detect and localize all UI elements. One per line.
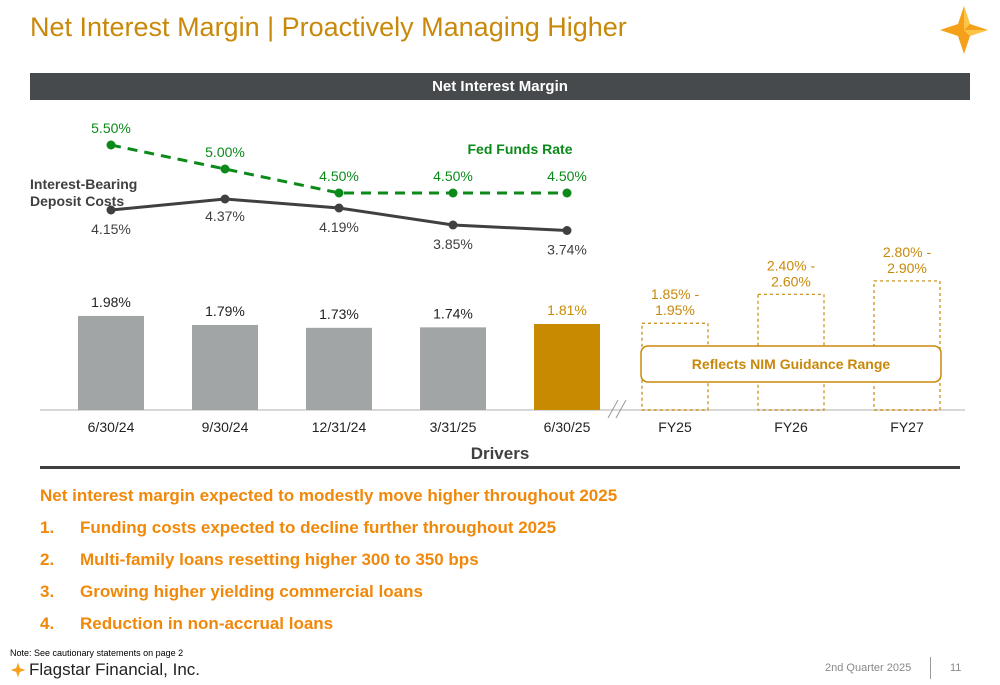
x-tick-label: 6/30/24: [88, 419, 135, 435]
deposit-costs-label: 4.37%: [205, 208, 245, 224]
bar-value-label: 1.98%: [91, 294, 131, 310]
driver-item: 1. Funding costs expected to decline furt…: [40, 518, 556, 538]
x-tick-label: 12/31/24: [312, 419, 367, 435]
driver-text: Multi-family loans resetting higher 300 …: [80, 550, 479, 569]
drivers-headline: Net interest margin expected to modestly…: [40, 486, 618, 505]
quarter-label: 2nd Quarter 2025: [825, 662, 912, 674]
driver-number: 1.: [40, 518, 55, 537]
x-tick-label: FY25: [658, 419, 692, 435]
deposit-costs-label: 4.19%: [319, 219, 359, 235]
fed-funds-label: 5.00%: [205, 144, 245, 160]
driver-text: Funding costs expected to decline furthe…: [80, 518, 557, 537]
nim-chart: 1.98% 6/30/24 1.79% 9/30/24 1.73% 12/31/24 1.7…: [30, 120, 965, 435]
fed-funds-label: 5.50%: [91, 120, 131, 136]
driver-text: Growing higher yielding commercial loans: [80, 582, 423, 601]
bar: [420, 327, 486, 410]
deposit-costs-legend: Interest-Bearing: [30, 176, 137, 192]
driver-number: 2.: [40, 550, 55, 569]
fed-funds-point: [562, 188, 572, 198]
driver-item: 3. Growing higher yielding commercial loa…: [40, 582, 423, 602]
fed-funds-label: 4.50%: [319, 168, 359, 184]
deposit-costs-point: [334, 203, 344, 213]
divider: [930, 657, 931, 679]
deposit-costs-legend: Deposit Costs: [30, 193, 124, 209]
deposit-costs-point: [448, 220, 458, 230]
bar: [192, 324, 258, 410]
deposit-costs-label: 3.85%: [433, 236, 473, 252]
guidance-label: 2.80% -: [883, 244, 932, 260]
deposit-costs-label: 3.74%: [547, 242, 587, 258]
x-tick-label: 6/30/25: [544, 419, 591, 435]
axis-break-icon: [607, 399, 627, 419]
driver-number: 3.: [40, 582, 55, 601]
x-tick-label: FY27: [890, 419, 924, 435]
guidance-callout-text: Reflects NIM Guidance Range: [692, 356, 891, 372]
driver-text: Reduction in non-accrual loans: [80, 614, 334, 633]
drivers-heading: Drivers: [40, 444, 960, 469]
fed-funds-point: [106, 140, 116, 150]
driver-number: 4.: [40, 614, 55, 633]
fed-funds-line: [110, 143, 567, 195]
driver-item: 4. Reduction in non-accrual loans: [40, 614, 333, 634]
footnote: Note: See cautionary statements on page …: [10, 648, 184, 658]
guidance-label: 1.85% -: [651, 286, 700, 302]
guidance-callout-box: [640, 345, 942, 383]
fed-funds-legend: Fed Funds Rate: [467, 141, 572, 157]
guidance-label: 2.40% -: [767, 257, 816, 273]
guidance-label: 2.60%: [771, 273, 811, 289]
bar-value-label: 1.73%: [319, 306, 359, 322]
page-number: 11: [950, 662, 962, 674]
bar-value-label: 1.79%: [205, 303, 245, 319]
star-icon: [10, 662, 26, 678]
bar: [534, 324, 600, 410]
deposit-costs-point: [220, 194, 230, 204]
deposit-costs-point: [562, 226, 572, 235]
driver-item: 2. Multi-family loans resetting higher 30…: [40, 550, 479, 570]
fed-funds-point: [334, 188, 344, 198]
bar: [306, 327, 372, 410]
x-tick-label: 9/30/24: [202, 419, 249, 435]
bar-value-label: 1.81%: [547, 302, 587, 318]
x-tick-label: 3/31/25: [430, 419, 477, 435]
brand-logo: Flagstar Financial, Inc.: [10, 660, 200, 680]
fed-funds-point: [220, 164, 230, 174]
fed-funds-label: 4.50%: [547, 168, 587, 184]
guidance-range-box: [757, 293, 825, 411]
guidance-label: 1.95%: [655, 302, 695, 318]
star-logo-icon: [940, 6, 988, 54]
bar: [78, 315, 144, 410]
page-title: Net Interest Margin | Proactively Managi…: [30, 12, 627, 42]
deposit-costs-label: 4.15%: [91, 221, 131, 237]
section-banner: Net Interest Margin: [30, 73, 970, 100]
deposit-costs-point: [106, 205, 116, 215]
guidance-label: 2.90%: [887, 260, 927, 276]
x-tick-label: FY26: [774, 419, 808, 435]
fed-funds-label: 4.50%: [433, 168, 473, 184]
fed-funds-point: [448, 188, 458, 198]
bar-value-label: 1.74%: [433, 305, 473, 321]
brand-name: Flagstar Financial, Inc.: [29, 660, 201, 679]
